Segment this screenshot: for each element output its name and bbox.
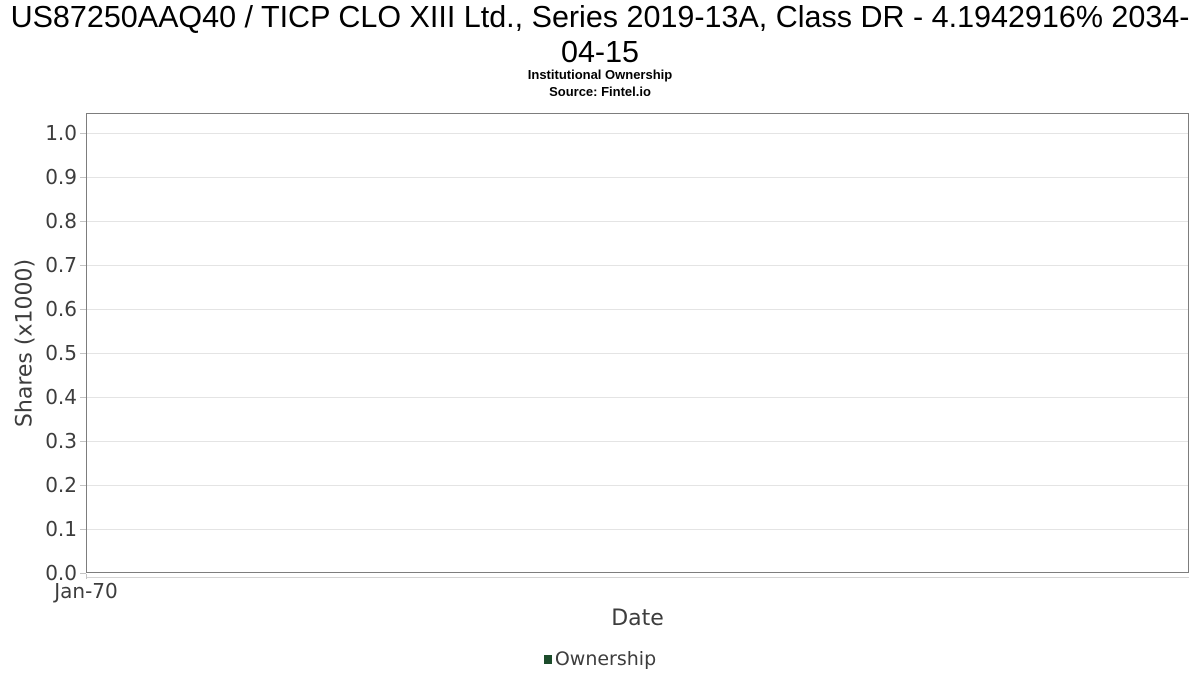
legend-marker-square [543, 654, 552, 664]
gridline-y-0.5 [87, 353, 1188, 354]
chart-source-line: Source: Fintel.io [549, 84, 651, 99]
y-tick-label: 0.3 [45, 429, 77, 453]
y-tick-label: 0.4 [45, 385, 77, 409]
y-tick-mark [80, 265, 86, 266]
y-tick-mark [80, 397, 86, 398]
x-tick-mark [86, 574, 87, 579]
gridline-y-0.8 [87, 221, 1188, 222]
legend: Ownership [0, 646, 1200, 672]
plot-area [86, 113, 1189, 573]
y-tick-mark [80, 573, 86, 574]
gridline-y-0.4 [87, 397, 1188, 398]
gridline-y-1.0 [87, 133, 1188, 134]
chart-subtitle: Institutional Ownership [527, 67, 673, 82]
gridline-y-0.9 [87, 177, 1188, 178]
y-tick-label: 0.9 [45, 165, 77, 189]
gridline-y-0.6 [87, 309, 1188, 310]
y-tick-label: 0.5 [45, 341, 77, 365]
x-tick-label: Jan-70 [54, 579, 118, 603]
y-tick-mark [80, 309, 86, 310]
gridline-y-0.7 [87, 265, 1188, 266]
y-tick-label: 0.0 [45, 561, 77, 585]
y-tick-label: 0.1 [45, 517, 77, 541]
y-tick-mark [80, 133, 86, 134]
y-tick-label: 0.7 [45, 253, 77, 277]
y-tick-mark [80, 177, 86, 178]
y-tick-label: 1.0 [45, 121, 77, 145]
y-tick-mark [80, 353, 86, 354]
legend-label: Ownership [554, 648, 657, 670]
y-tick-mark [80, 485, 86, 486]
x-axis-baseline [86, 577, 1189, 578]
y-tick-mark [80, 441, 86, 442]
chart-title: US87250AAQ40 / TICP CLO XIII Ltd., Serie… [10, 0, 1190, 69]
y-tick-label: 0.2 [45, 473, 77, 497]
y-tick-label: 0.6 [45, 297, 77, 321]
x-axis-label: Date [611, 606, 664, 631]
y-tick-mark [80, 529, 86, 530]
gridline-y-0.3 [87, 441, 1188, 442]
y-tick-mark [80, 221, 86, 222]
gridline-y-0.1 [87, 529, 1188, 530]
gridline-y-0.2 [87, 485, 1188, 486]
y-tick-label: 0.8 [45, 209, 77, 233]
